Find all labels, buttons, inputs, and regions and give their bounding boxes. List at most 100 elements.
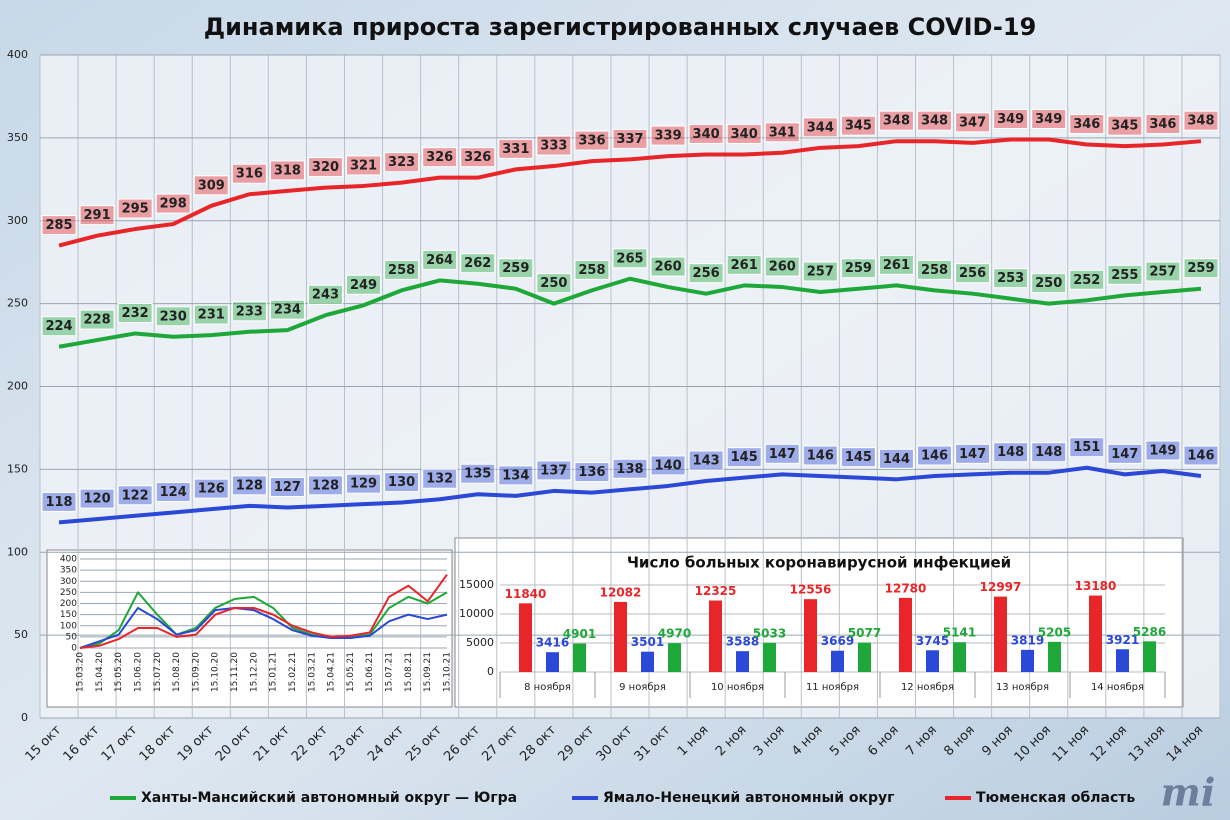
value-label: 146	[921, 449, 948, 464]
y-tick-label: 400	[7, 48, 28, 61]
value-label: 256	[693, 266, 720, 281]
value-label: 127	[274, 480, 301, 495]
bar	[763, 642, 776, 672]
value-label: 243	[312, 288, 339, 303]
value-label: 323	[388, 155, 415, 170]
value-label: 346	[1073, 117, 1100, 132]
value-label: 340	[731, 127, 758, 142]
value-label-box	[307, 284, 343, 305]
value-label: 147	[769, 447, 796, 462]
value-label-box	[574, 259, 610, 280]
x-tick-label: 15.06.21	[365, 652, 375, 692]
value-label-box	[231, 163, 267, 184]
value-label: 12325	[695, 584, 737, 598]
value-label-box	[155, 193, 191, 214]
x-tick-label: 14 ноября	[1091, 682, 1144, 693]
value-label: 252	[1073, 273, 1100, 288]
value-label: 264	[426, 253, 453, 268]
x-tick-label: 15.07.20	[153, 652, 163, 692]
x-tick-label: 15.04.21	[327, 652, 337, 692]
value-label-box	[269, 476, 305, 497]
value-label: 347	[959, 115, 986, 130]
value-label: 232	[122, 306, 149, 321]
value-label: 3745	[916, 634, 949, 648]
y-tick-label: 400	[60, 555, 77, 565]
value-label-box	[1183, 110, 1219, 131]
value-label-box	[1069, 437, 1105, 458]
x-tick-label: 15.12.20	[249, 652, 259, 692]
value-label-box	[193, 304, 229, 325]
value-label: 259	[845, 261, 872, 276]
value-label-box	[840, 115, 876, 136]
value-label-box	[993, 109, 1029, 130]
value-label-box	[346, 473, 382, 494]
bar	[899, 597, 912, 672]
y-tick-label: 300	[7, 214, 28, 227]
x-tick-label: 15.10.21	[443, 652, 453, 692]
y-tick-label: 0	[21, 711, 28, 724]
value-label-box	[955, 263, 991, 284]
x-tick-label: 15.04.20	[95, 652, 105, 692]
value-label: 13180	[1075, 579, 1117, 593]
value-label-box	[1145, 440, 1181, 461]
value-label-box	[764, 122, 800, 143]
value-label-box	[878, 110, 914, 131]
value-label-box	[993, 268, 1029, 289]
bar	[953, 642, 966, 672]
y-tick-label: 10000	[459, 607, 494, 620]
value-label-box	[536, 135, 572, 156]
inset-panel	[46, 549, 453, 708]
y-tick-label: 15000	[459, 578, 494, 591]
x-tick-label: 11 ноября	[806, 682, 859, 693]
value-label-box	[574, 462, 610, 483]
series-line	[79, 606, 448, 649]
value-label: 326	[464, 150, 491, 165]
value-label: 295	[122, 202, 149, 217]
value-label: 12082	[600, 585, 642, 599]
value-label-box	[612, 458, 648, 479]
value-label-box	[726, 447, 762, 468]
logo: mi	[1161, 770, 1216, 815]
value-label-box	[612, 248, 648, 269]
x-tick-label: 15.02.21	[288, 652, 298, 692]
value-label-box	[117, 485, 153, 506]
value-label: 230	[160, 309, 187, 324]
value-label: 318	[274, 163, 301, 178]
bar	[926, 650, 939, 672]
legend-label: Ямало-Ненецкий автономный округ	[603, 790, 894, 806]
value-label-box	[460, 253, 496, 274]
series-line	[79, 591, 448, 649]
bar	[519, 603, 532, 672]
legend-label: Тюменская область	[976, 790, 1135, 806]
x-tick-label: 15.05.21	[346, 652, 356, 692]
value-label-box	[536, 273, 572, 294]
value-label: 5286	[1133, 625, 1166, 639]
value-label-box	[422, 468, 458, 489]
value-label: 333	[540, 139, 567, 154]
value-label-box	[1031, 109, 1067, 130]
x-tick-label: 15.08.20	[172, 652, 182, 692]
value-label-box	[307, 157, 343, 178]
value-label: 260	[654, 260, 681, 275]
legend-label: Ханты-Мансийский автономный округ — Югра	[141, 790, 517, 806]
value-label: 259	[1187, 261, 1214, 276]
value-label-box	[422, 147, 458, 168]
value-label: 151	[1073, 440, 1100, 455]
value-label: 128	[312, 478, 339, 493]
value-label: 122	[122, 488, 149, 503]
value-label-box	[155, 306, 191, 327]
value-label: 258	[578, 263, 605, 278]
value-label-box	[650, 125, 686, 146]
y-tick-label: 350	[7, 131, 28, 144]
y-tick-label: 200	[7, 380, 28, 393]
value-label-box	[1145, 261, 1181, 282]
value-label: 337	[616, 132, 643, 147]
y-tick-label: 50	[66, 632, 78, 642]
value-label-box	[878, 254, 914, 275]
x-tick-label: 15.09.20	[191, 652, 201, 692]
value-label: 3819	[1011, 633, 1044, 647]
value-label: 262	[464, 256, 491, 271]
value-label: 148	[997, 445, 1024, 460]
